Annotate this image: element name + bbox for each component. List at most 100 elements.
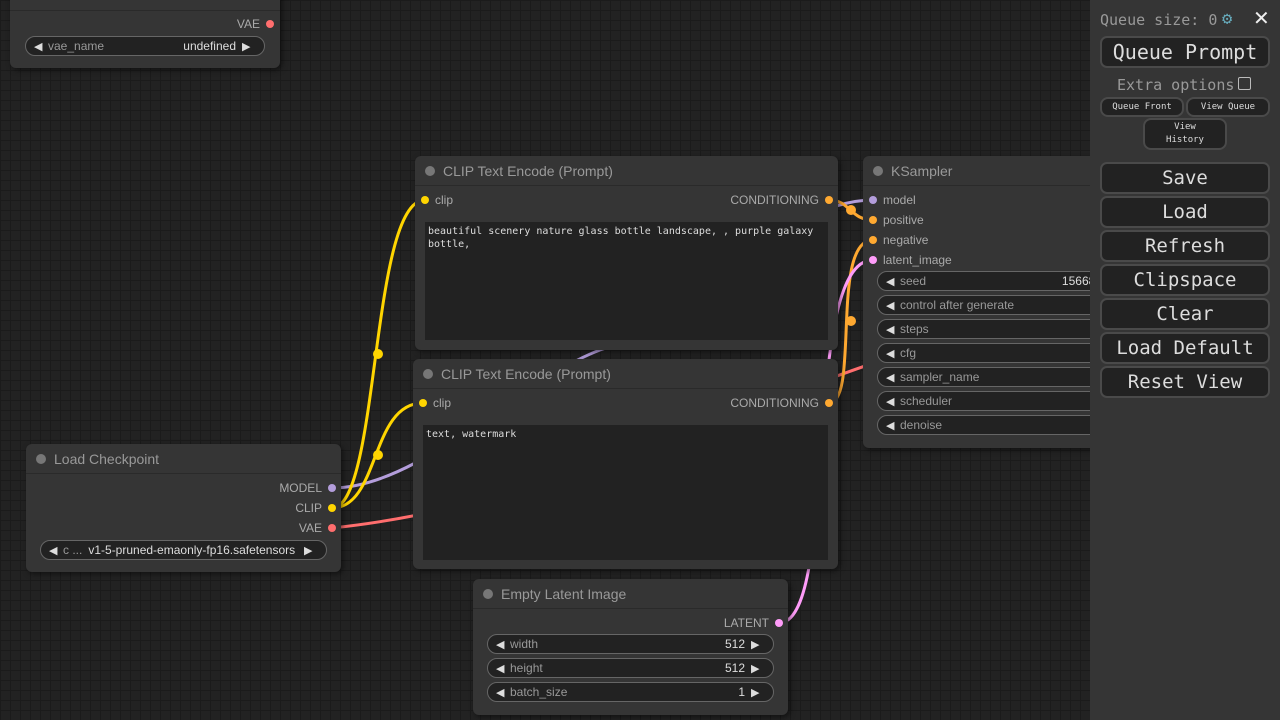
- widget-label: height: [510, 661, 543, 675]
- extra-options-checkbox[interactable]: [1238, 77, 1251, 90]
- output-vae[interactable]: VAE: [237, 14, 274, 34]
- slot-label: MODEL: [279, 481, 322, 495]
- slot-label: LATENT: [723, 616, 769, 630]
- prompt-textarea[interactable]: text, watermark: [423, 425, 828, 560]
- output-model[interactable]: MODEL: [279, 478, 336, 498]
- arrow-right-icon[interactable]: ▶: [751, 638, 760, 651]
- node-title[interactable]: Load Checkpoint: [26, 444, 341, 474]
- arrow-left-icon[interactable]: ◀: [886, 347, 895, 360]
- widget-width[interactable]: ◀ width 512 ▶: [487, 634, 774, 654]
- title-text: Empty Latent Image: [501, 585, 627, 602]
- widget-sampler-name[interactable]: ◀ sampler_name: [877, 367, 1137, 387]
- collapse-dot-icon[interactable]: [423, 369, 433, 379]
- reset-view-button[interactable]: Reset View: [1100, 366, 1270, 398]
- slot-label: negative: [883, 233, 929, 247]
- clip-text-encode-negative-node[interactable]: CLIP Text Encode (Prompt) clip CONDITION…: [413, 359, 838, 569]
- arrow-left-icon[interactable]: ◀: [34, 40, 43, 53]
- arrow-left-icon[interactable]: ◀: [49, 544, 58, 557]
- clipspace-button[interactable]: Clipspace: [1100, 264, 1270, 296]
- node-title[interactable]: CLIP Text Encode (Prompt): [413, 359, 838, 389]
- view-history-button[interactable]: View History: [1143, 118, 1227, 150]
- load-checkpoint-node[interactable]: Load Checkpoint MODEL CLIP VAE ◀ c ... v1-…: [26, 444, 341, 572]
- load-default-button[interactable]: Load Default: [1100, 332, 1270, 364]
- arrow-left-icon[interactable]: ◀: [886, 323, 895, 336]
- arrow-right-icon[interactable]: ▶: [242, 40, 251, 53]
- refresh-button[interactable]: Refresh: [1100, 230, 1270, 262]
- widget-control-after-generate[interactable]: ◀control after generateran: [877, 295, 1137, 315]
- input-latent-image[interactable]: latent_image: [869, 250, 952, 270]
- arrow-left-icon[interactable]: ◀: [496, 662, 505, 675]
- widget-label: c ...: [63, 543, 83, 557]
- close-icon[interactable]: ✕: [1253, 6, 1270, 30]
- load-button[interactable]: Load: [1100, 196, 1270, 228]
- vae-name-widget[interactable]: ◀ vae_name undefined ▶: [25, 36, 265, 56]
- input-clip[interactable]: clip: [419, 393, 451, 413]
- settings-gear-icon[interactable]: ⚙: [1222, 9, 1233, 29]
- slot-label: CONDITIONING: [730, 396, 819, 410]
- title-text: KSampler: [891, 162, 953, 179]
- arrow-left-icon[interactable]: ◀: [496, 686, 505, 699]
- widget-label: scheduler: [900, 394, 953, 408]
- output-clip[interactable]: CLIP: [295, 498, 336, 518]
- widget-batch-size[interactable]: ◀ batch_size 1 ▶: [487, 682, 774, 702]
- save-button[interactable]: Save: [1100, 162, 1270, 194]
- clip-text-encode-positive-node[interactable]: CLIP Text Encode (Prompt) clip CONDITION…: [415, 156, 838, 350]
- output-vae[interactable]: VAE: [299, 518, 336, 538]
- collapse-dot-icon[interactable]: [483, 589, 493, 599]
- widget-value: 1: [738, 685, 745, 699]
- empty-latent-image-node[interactable]: Empty Latent Image LATENT ◀ width 512 ▶ ◀ hei…: [473, 579, 788, 715]
- widget-label: width: [510, 637, 539, 651]
- input-positive[interactable]: positive: [869, 210, 924, 230]
- widget-value: v1-5-pruned-emaonly-fp16.safetensors: [88, 543, 296, 557]
- collapse-dot-icon[interactable]: [873, 166, 883, 176]
- output-conditioning[interactable]: CONDITIONING: [730, 190, 833, 210]
- widget-scheduler[interactable]: ◀ scheduler: [877, 391, 1137, 411]
- arrow-left-icon[interactable]: ◀: [886, 419, 895, 432]
- queue-prompt-button[interactable]: Queue Prompt: [1100, 36, 1270, 68]
- title-text: Load Checkpoint: [54, 450, 160, 467]
- collapse-dot-icon[interactable]: [425, 166, 435, 176]
- title-text: CLIP Text Encode (Prompt): [441, 365, 611, 382]
- widget-label: seed: [900, 274, 927, 288]
- widget-denoise[interactable]: ◀ denoise: [877, 415, 1137, 435]
- queue-front-button[interactable]: Queue Front: [1100, 97, 1184, 117]
- link-midpoint[interactable]: [846, 205, 856, 215]
- vae-loader-node[interactable]: VAE ◀ vae_name undefined ▶: [10, 0, 280, 68]
- slot-label: latent_image: [883, 253, 952, 267]
- widget-height[interactable]: ◀ height 512 ▶: [487, 658, 774, 678]
- link-midpoint[interactable]: [846, 316, 856, 326]
- arrow-right-icon[interactable]: ▶: [304, 544, 313, 557]
- input-negative[interactable]: negative: [869, 230, 928, 250]
- clear-button[interactable]: Clear: [1100, 298, 1270, 330]
- link-midpoint[interactable]: [373, 450, 383, 460]
- input-model[interactable]: model: [869, 190, 916, 210]
- ckpt-name-widget[interactable]: ◀ c ... v1-5-pruned-emaonly-fp16.safetenso…: [40, 540, 327, 560]
- widget-label: vae_name: [48, 39, 105, 53]
- collapse-dot-icon[interactable]: [36, 454, 46, 464]
- arrow-left-icon[interactable]: ◀: [886, 395, 895, 408]
- arrow-right-icon[interactable]: ▶: [751, 662, 760, 675]
- ksampler-node[interactable]: KSampler model positive negative latent_…: [863, 156, 1137, 448]
- node-title[interactable]: Empty Latent Image: [473, 579, 788, 609]
- output-conditioning[interactable]: CONDITIONING: [730, 393, 833, 413]
- arrow-left-icon[interactable]: ◀: [886, 275, 895, 288]
- output-latent[interactable]: LATENT: [724, 613, 783, 633]
- slot-label: model: [883, 193, 916, 207]
- view-queue-button[interactable]: View Queue: [1186, 97, 1270, 117]
- arrow-left-icon[interactable]: ◀: [886, 371, 895, 384]
- prompt-textarea[interactable]: beautiful scenery nature glass bottle la…: [425, 222, 828, 340]
- node-title[interactable]: KSampler: [863, 156, 1123, 186]
- link-midpoint[interactable]: [373, 349, 383, 359]
- widget-steps[interactable]: ◀ steps: [877, 319, 1137, 339]
- arrow-right-icon[interactable]: ▶: [751, 686, 760, 699]
- widget-label: sampler_name: [900, 370, 980, 384]
- widget-cfg[interactable]: ◀ cfg: [877, 343, 1137, 363]
- slot-label: clip: [435, 193, 454, 207]
- arrow-left-icon[interactable]: ◀: [496, 638, 505, 651]
- input-clip[interactable]: clip: [421, 190, 453, 210]
- widget-label: batch_size: [510, 685, 568, 699]
- node-title[interactable]: CLIP Text Encode (Prompt): [415, 156, 838, 186]
- widget-value: 512: [724, 637, 745, 651]
- slot-label: VAE: [236, 17, 260, 31]
- arrow-left-icon[interactable]: ◀: [886, 299, 895, 312]
